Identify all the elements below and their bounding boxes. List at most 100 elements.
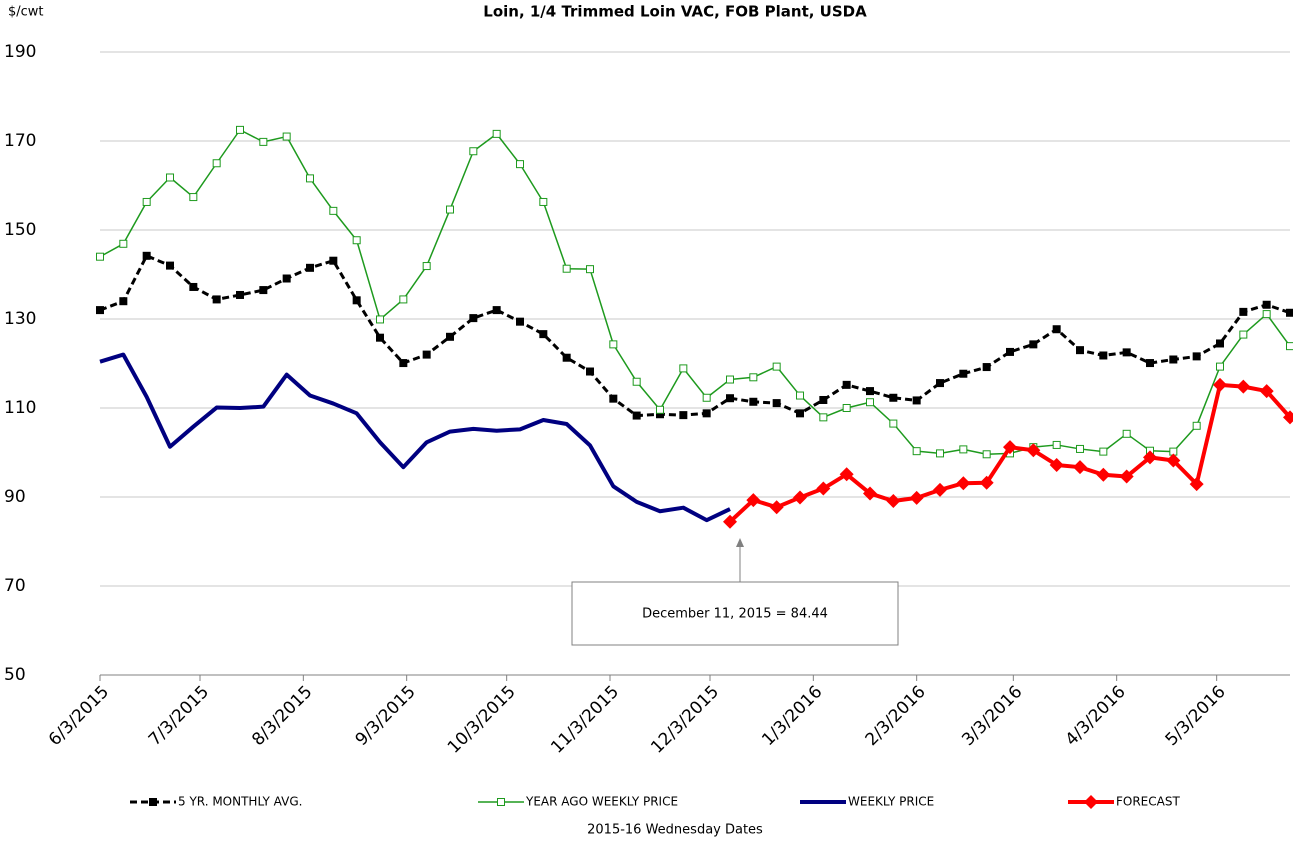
marker <box>1006 348 1014 356</box>
annotation-arrowhead <box>736 538 744 547</box>
chart-title: Loin, 1/4 Trimmed Loin VAC, FOB Plant, U… <box>483 3 867 21</box>
marker <box>1169 355 1177 363</box>
marker <box>283 275 291 283</box>
marker <box>983 363 991 371</box>
series-line <box>100 256 1290 416</box>
series-line <box>100 130 1290 454</box>
marker <box>143 252 151 260</box>
marker <box>96 306 104 314</box>
marker <box>353 237 360 244</box>
marker <box>913 448 920 455</box>
x-tick-label: 10/3/2015 <box>444 682 520 758</box>
marker <box>498 799 505 806</box>
marker <box>610 341 617 348</box>
marker <box>633 412 641 420</box>
marker <box>167 174 174 181</box>
marker <box>867 399 874 406</box>
marker <box>1239 308 1247 316</box>
marker <box>703 409 711 417</box>
marker <box>937 450 944 457</box>
marker <box>936 379 944 387</box>
marker <box>306 264 314 272</box>
marker <box>329 257 337 265</box>
x-tick-label: 11/3/2015 <box>547 682 623 758</box>
marker <box>889 394 897 402</box>
marker <box>423 263 430 270</box>
marker <box>213 295 221 303</box>
x-axis-label: 2015-16 Wednesday Dates <box>587 823 763 838</box>
y-tick-label: 50 <box>4 665 26 685</box>
marker <box>469 314 477 322</box>
marker <box>1193 422 1200 429</box>
x-tick-label: 8/3/2015 <box>248 682 316 750</box>
marker <box>843 405 850 412</box>
marker <box>400 296 407 303</box>
y-tick-label: 170 <box>4 131 36 151</box>
marker <box>680 365 687 372</box>
marker <box>793 490 807 504</box>
marker <box>1053 441 1060 448</box>
marker <box>119 297 127 305</box>
x-tick-label: 9/3/2015 <box>352 682 420 750</box>
marker <box>237 126 244 133</box>
y-tick-label: 70 <box>4 576 26 596</box>
marker <box>750 374 757 381</box>
y-axis-label: $/cwt <box>8 5 44 20</box>
marker <box>1073 460 1087 474</box>
marker <box>866 387 874 395</box>
marker <box>1240 331 1247 338</box>
marker <box>120 240 127 247</box>
marker <box>633 378 640 385</box>
marker <box>307 175 314 182</box>
marker <box>143 198 150 205</box>
marker <box>703 394 710 401</box>
marker <box>1076 346 1084 354</box>
marker <box>447 206 454 213</box>
marker <box>1123 430 1130 437</box>
marker <box>890 420 897 427</box>
marker <box>679 411 687 419</box>
marker <box>236 291 244 299</box>
marker <box>959 370 967 378</box>
marker <box>563 354 571 362</box>
marker <box>283 133 290 140</box>
marker <box>1216 339 1224 347</box>
marker <box>749 398 757 406</box>
marker <box>1193 352 1201 360</box>
marker <box>190 194 197 201</box>
legend-label: WEEKLY PRICE <box>848 795 934 809</box>
marker <box>97 253 104 260</box>
x-tick-label: 3/3/2016 <box>958 682 1026 750</box>
marker <box>1123 348 1131 356</box>
marker <box>1099 351 1107 359</box>
marker <box>493 306 501 314</box>
marker <box>956 476 970 490</box>
marker <box>819 396 827 404</box>
marker <box>843 381 851 389</box>
marker <box>586 368 594 376</box>
marker <box>773 363 780 370</box>
marker <box>377 316 384 323</box>
marker <box>259 286 267 294</box>
marker <box>1053 325 1061 333</box>
marker <box>540 198 547 205</box>
x-tick-label: 12/3/2015 <box>647 682 723 758</box>
marker <box>1217 363 1224 370</box>
marker <box>563 265 570 272</box>
marker <box>1077 445 1084 452</box>
marker <box>1084 795 1098 809</box>
marker <box>260 138 267 145</box>
marker <box>423 351 431 359</box>
marker <box>470 148 477 155</box>
x-tick-label: 1/3/2016 <box>758 682 826 750</box>
marker <box>166 262 174 270</box>
marker <box>820 414 827 421</box>
x-tick-label: 2/3/2016 <box>862 682 930 750</box>
marker <box>727 376 734 383</box>
marker <box>1263 301 1271 309</box>
marker <box>657 406 664 413</box>
marker <box>773 399 781 407</box>
marker <box>1100 448 1107 455</box>
